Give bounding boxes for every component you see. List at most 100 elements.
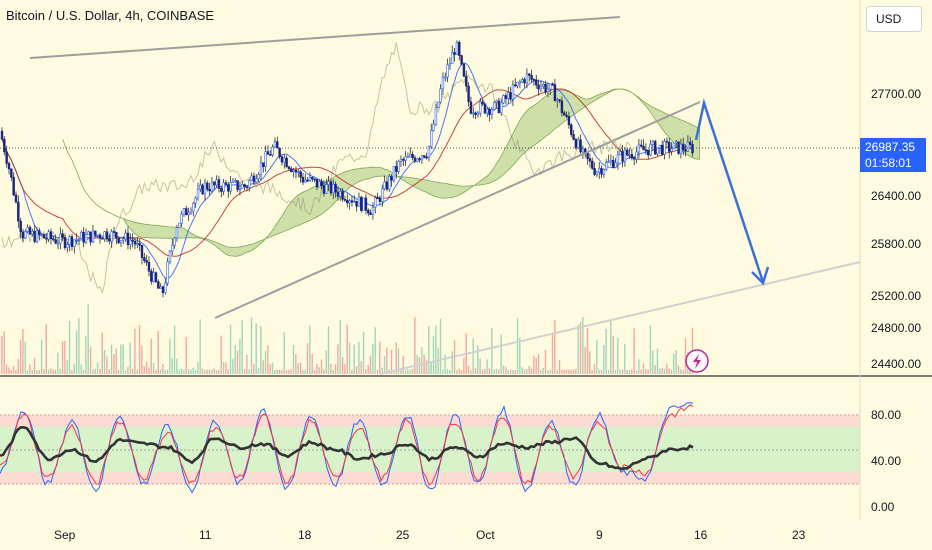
lightning-icon[interactable] [685, 349, 709, 373]
candle [392, 166, 396, 183]
volume-bar [649, 325, 652, 374]
candle [388, 174, 391, 192]
candle [609, 154, 613, 166]
candle [56, 237, 60, 250]
candle [82, 227, 85, 248]
volume-bar [124, 369, 127, 374]
volume-bar [33, 358, 36, 374]
volume-bar [157, 330, 159, 374]
candle [294, 166, 298, 179]
volume-bar [29, 364, 31, 374]
volume-bar [365, 369, 367, 374]
volume-bar [262, 360, 264, 374]
candle [220, 185, 223, 198]
volume-bar [449, 369, 451, 374]
volume-bar [8, 367, 10, 374]
candle [124, 229, 127, 242]
volume-bar [5, 364, 8, 374]
candle [278, 147, 281, 160]
volume-bar [127, 366, 129, 374]
candle [322, 180, 326, 197]
candle [649, 139, 652, 157]
volume-bar [682, 369, 684, 374]
volume-bar [341, 357, 344, 374]
volume-bar [540, 369, 542, 374]
volume-bar [638, 359, 640, 374]
candle [166, 257, 169, 286]
candle [656, 147, 659, 157]
candle [355, 200, 358, 212]
conversion-line [1, 62, 693, 279]
volume-bar [537, 354, 540, 374]
volume-bar [610, 319, 612, 374]
candle [439, 84, 442, 104]
candle [413, 155, 417, 164]
volume-bar [530, 368, 533, 374]
volume-bar [75, 330, 78, 374]
volume-bar [556, 369, 558, 374]
candle [628, 148, 631, 159]
volume-bar [411, 368, 414, 374]
projection-arrow[interactable] [694, 98, 765, 283]
candle [234, 178, 237, 183]
volume-bar [313, 370, 316, 374]
candle [390, 174, 393, 187]
candle [574, 137, 578, 150]
oscillator-series [0, 404, 694, 487]
candle [689, 136, 692, 147]
volume-bar [229, 324, 232, 374]
candle [495, 100, 498, 109]
candle [462, 63, 466, 78]
candle [126, 226, 130, 250]
volume-bar [208, 369, 211, 374]
candle [297, 169, 300, 178]
volume-bar [591, 369, 593, 374]
bar-countdown: 01:58:01 [865, 156, 912, 170]
candle [215, 175, 218, 188]
y-tick-25800: 25800.00 [871, 237, 921, 251]
candle [150, 268, 153, 285]
volume-bar [248, 369, 250, 374]
candle [262, 162, 265, 173]
volume-bar [521, 367, 523, 374]
candle [481, 99, 484, 107]
candle [507, 86, 510, 104]
candle [17, 195, 20, 228]
volume-bar [400, 369, 402, 374]
volume-bar [572, 369, 575, 374]
volume-bar [463, 357, 465, 374]
candle [472, 107, 475, 119]
candle [532, 78, 536, 86]
volume-bar [131, 368, 134, 374]
candle [131, 233, 134, 248]
candle [77, 237, 81, 245]
candle [518, 79, 522, 89]
candle [175, 224, 179, 242]
volume-bar [278, 369, 281, 374]
volume-bar [663, 368, 666, 374]
volume-bar [575, 368, 577, 374]
volume-bar [117, 369, 120, 374]
volume-bar [533, 355, 535, 374]
candle [371, 202, 375, 220]
volume-bar [103, 350, 106, 374]
candle [75, 233, 78, 245]
volume-bar [673, 353, 675, 374]
candle [553, 78, 557, 102]
lower-trendline[interactable] [214, 101, 701, 319]
candle [180, 210, 183, 228]
projected-trendline[interactable] [379, 261, 861, 375]
volume-bar [395, 342, 397, 374]
candle [605, 158, 608, 171]
volume-bar [558, 359, 561, 374]
candle [647, 149, 650, 159]
currency-button[interactable]: USD [866, 6, 922, 32]
candle [537, 79, 540, 96]
upper-trendline[interactable] [29, 16, 621, 59]
volume-bar [647, 369, 649, 374]
volume-bar [446, 369, 449, 374]
volume-bar [271, 362, 274, 374]
candle [490, 106, 494, 120]
volume-bar [89, 346, 92, 374]
candle [381, 184, 384, 208]
